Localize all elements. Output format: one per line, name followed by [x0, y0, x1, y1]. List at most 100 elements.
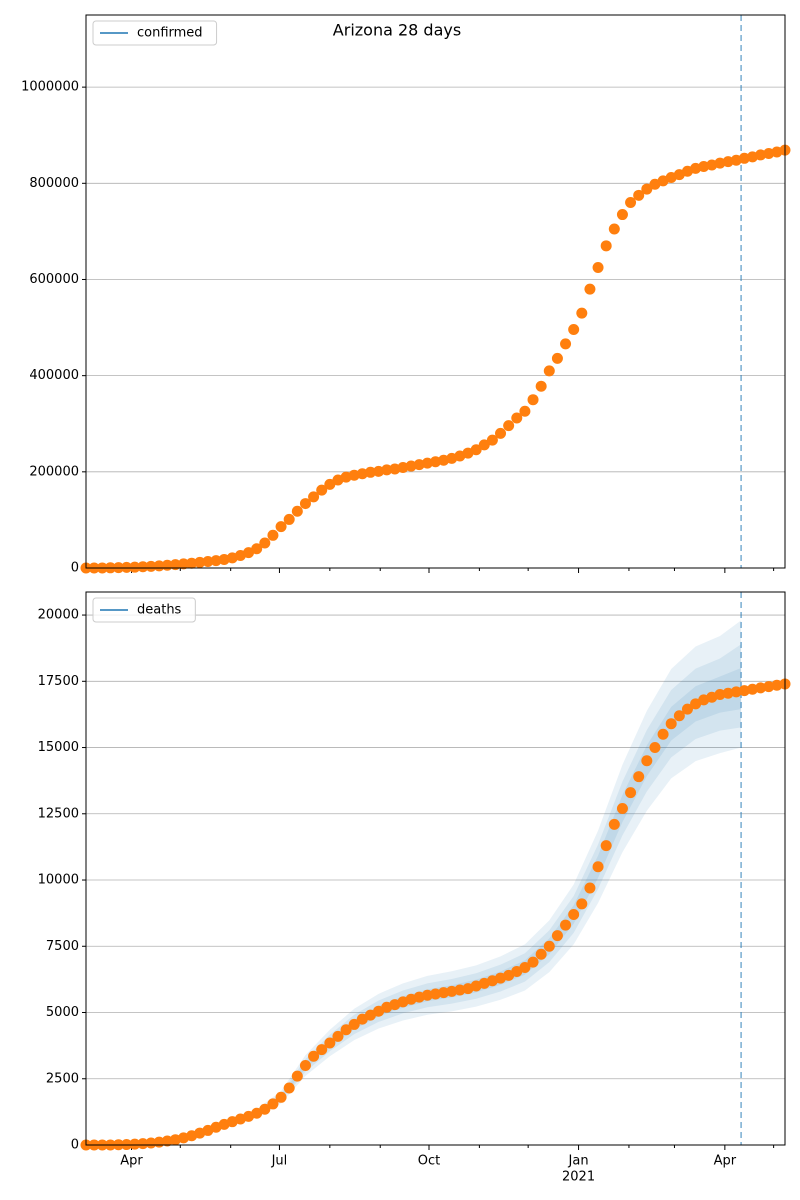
legend-box: [92, 20, 218, 46]
x-tick-label: Jan: [568, 1154, 589, 1169]
data-point: [673, 710, 685, 722]
data-point: [625, 197, 637, 209]
data-point: [641, 183, 653, 195]
data-point: [145, 1137, 157, 1149]
data-point: [145, 560, 157, 572]
y-tick-label: 0: [71, 561, 79, 576]
data-point: [340, 1024, 352, 1036]
data-point: [389, 463, 401, 475]
data-point: [657, 728, 669, 740]
data-point: [746, 683, 758, 695]
y-tick-label: 15000: [38, 740, 79, 755]
data-point: [503, 969, 515, 981]
data-point: [495, 427, 507, 439]
data-point: [324, 478, 336, 490]
data-point: [665, 718, 677, 730]
data-point: [568, 908, 580, 920]
data-point: [478, 439, 490, 451]
data-point: [446, 985, 458, 997]
data-point: [210, 555, 222, 567]
data-point: [373, 465, 385, 477]
data-point: [218, 553, 230, 565]
data-point: [397, 461, 409, 473]
data-point: [405, 460, 417, 472]
data-point: [535, 380, 547, 392]
data-point: [438, 987, 450, 999]
y-tick-label: 5000: [46, 1005, 79, 1020]
data-point: [299, 1060, 311, 1072]
data-point: [763, 681, 775, 693]
data-point: [259, 1103, 271, 1115]
data-point: [430, 988, 441, 1000]
data-point: [186, 557, 198, 569]
data-point: [121, 561, 133, 573]
data-point: [568, 323, 580, 335]
data-point: [137, 561, 149, 573]
y-tick-label: 10000: [38, 873, 79, 888]
data-point: [519, 405, 531, 417]
data-point: [129, 561, 141, 573]
data-point: [681, 703, 693, 715]
data-point: [137, 1138, 149, 1150]
data-point: [722, 156, 734, 168]
data-point: [283, 513, 295, 525]
data-point: [291, 505, 303, 517]
data-point: [332, 1030, 344, 1042]
data-point: [527, 956, 539, 968]
legend-label: deaths: [137, 603, 182, 618]
data-point: [771, 679, 783, 691]
data-point: [738, 152, 750, 164]
data-point: [454, 984, 466, 996]
plot-frame: [85, 591, 786, 1146]
data-point: [251, 1107, 263, 1119]
y-tick-label: 1000000: [21, 80, 79, 95]
data-point: [730, 686, 742, 698]
data-point: [364, 1009, 376, 1021]
data-point: [356, 1013, 368, 1025]
data-point: [551, 352, 563, 364]
band: [256, 668, 742, 1115]
data-point: [486, 434, 498, 446]
data-point: [755, 149, 767, 161]
data-point: [373, 1005, 385, 1017]
y-tick-label: 2500: [46, 1071, 79, 1086]
data-point: [608, 818, 620, 830]
data-point: [722, 687, 734, 699]
data-point: [511, 965, 523, 977]
data-point: [356, 468, 368, 480]
data-point: [519, 961, 531, 973]
data-point: [616, 802, 628, 814]
data-point: [543, 940, 555, 952]
data-point: [275, 521, 287, 533]
data-point: [600, 840, 612, 852]
data-point: [308, 491, 320, 503]
data-point: [625, 787, 637, 799]
y-tick-label: 800000: [29, 176, 79, 191]
data-point: [560, 338, 572, 350]
plot-frame: [85, 14, 786, 569]
legend-box: [92, 597, 196, 623]
data-point: [291, 1070, 303, 1082]
data-point: [560, 919, 572, 931]
data-point: [616, 209, 628, 221]
data-point: [169, 559, 181, 571]
data-point: [161, 1135, 173, 1147]
data-point: [316, 484, 328, 496]
data-point: [543, 365, 555, 377]
data-point: [470, 444, 482, 456]
data-point: [308, 1050, 320, 1062]
x-tick-sublabel: 2021: [562, 1170, 595, 1185]
data-point: [511, 412, 523, 424]
data-point: [584, 882, 596, 894]
y-tick-label: 20000: [38, 608, 79, 623]
data-point: [527, 394, 539, 406]
data-point: [690, 698, 702, 710]
data-point: [633, 771, 645, 783]
data-point: [714, 157, 726, 169]
data-point: [551, 930, 563, 942]
data-point: [194, 556, 206, 568]
data-point: [608, 223, 620, 235]
data-point: [413, 459, 425, 471]
data-point: [178, 558, 190, 570]
